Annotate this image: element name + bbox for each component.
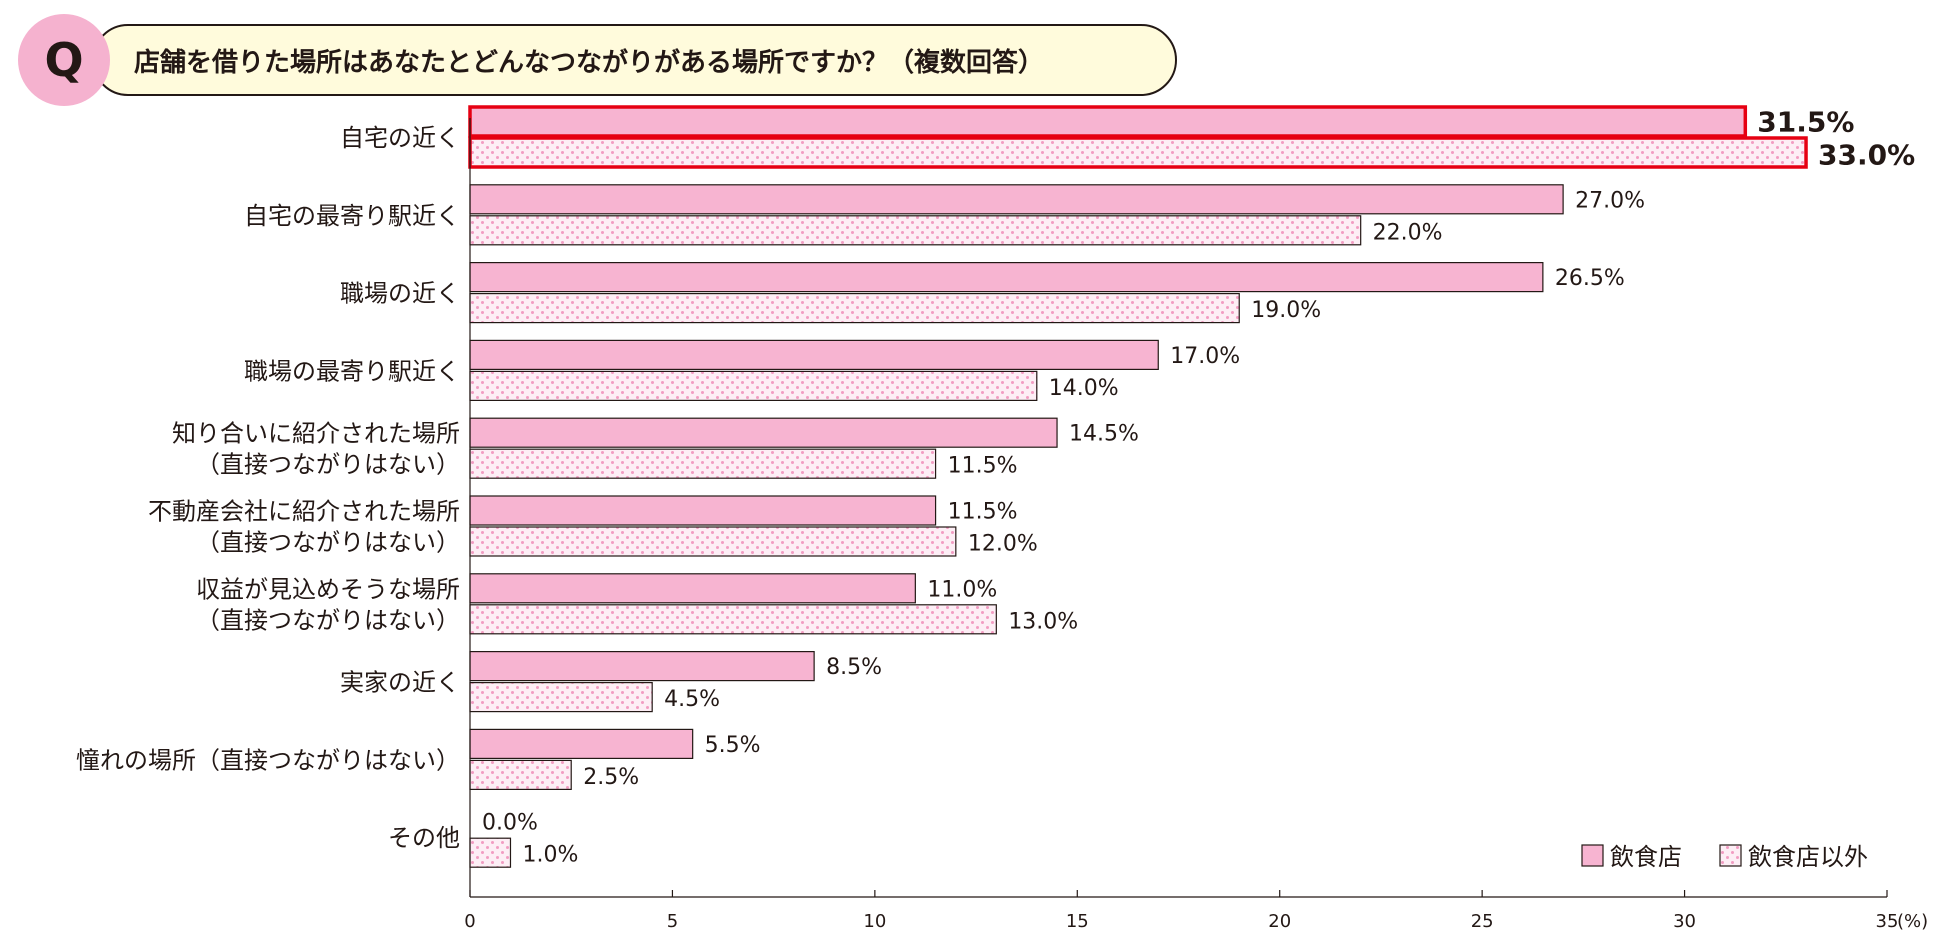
bar-inshoku-igai	[469, 604, 997, 635]
bar-inshoku	[468, 105, 1748, 138]
legend-swatch-inshoku	[1581, 844, 1604, 867]
x-unit-label: (%)	[1897, 911, 1928, 932]
value-label: 11.5%	[948, 454, 1018, 479]
legend-swatch-inshoku-igai	[1719, 844, 1742, 867]
value-label: 31.5%	[1757, 106, 1854, 139]
bar-inshoku-igai	[469, 215, 1362, 246]
value-label: 14.5%	[1069, 422, 1139, 447]
axis-layer: 0 5 10 15 20 25 30 35(%)	[464, 118, 1928, 932]
bar-inshoku	[469, 650, 815, 682]
value-label: 14.0%	[1049, 376, 1119, 401]
value-label: 26.5%	[1555, 266, 1625, 291]
category-label: 自宅の最寄り駅近く	[244, 202, 460, 230]
legend-label: 飲食店	[1610, 843, 1682, 871]
category-label: 知り合いに紹介された場所	[172, 420, 460, 448]
value-label: 11.5%	[948, 500, 1018, 525]
value-label: 4.5%	[664, 687, 720, 712]
category-label: （直接つながりはない）	[196, 606, 460, 634]
category-label: 自宅の近く	[340, 124, 460, 152]
x-tick-label: 10	[863, 911, 886, 932]
category-label: 収益が見込めそうな場所	[196, 575, 460, 603]
bar-inshoku	[469, 495, 937, 526]
x-tick-label: 15	[1066, 911, 1089, 932]
value-label: 8.5%	[826, 655, 882, 680]
bar-inshoku	[469, 573, 916, 604]
category-label: その他	[388, 824, 460, 852]
x-tick-label: 25	[1471, 911, 1494, 932]
category-label: 職場の最寄り駅近く	[244, 357, 460, 385]
bar-inshoku-igai	[469, 681, 653, 713]
question-badge: Q	[18, 14, 110, 106]
value-label: 17.0%	[1170, 344, 1240, 369]
category-label: 実家の近く	[340, 669, 460, 697]
value-label: 27.0%	[1575, 188, 1645, 213]
category-label: 憧れの場所（直接つながりはない）	[76, 746, 460, 774]
bar-inshoku	[469, 417, 1058, 448]
legend: 飲食店 飲食店以外	[1581, 843, 1868, 871]
category-label: 職場の近く	[340, 280, 460, 308]
value-label: 11.0%	[927, 577, 997, 602]
category-label: （直接つながりはない）	[196, 451, 460, 479]
value-label: 12.0%	[968, 532, 1038, 557]
x-tick-label: 5	[667, 911, 678, 932]
bars-layer: 自宅の近く 31.5%33.0% 自宅の最寄り駅近く 27.0% 22.0% 職場の近く 2…	[76, 105, 1915, 868]
x-tick-label: 35	[1876, 911, 1899, 932]
bar-inshoku-igai	[469, 293, 1240, 324]
bar-inshoku-igai	[469, 837, 512, 868]
bar-inshoku	[469, 728, 694, 760]
value-label: 22.0%	[1373, 220, 1443, 245]
value-label: 2.5%	[583, 765, 639, 790]
question-text: 店舗を借りた場所はあなたとどんなつながりがある場所ですか？（複数回答）	[92, 24, 1177, 96]
value-label: 33.0%	[1818, 139, 1915, 172]
bar-inshoku-igai	[469, 448, 937, 479]
category-label: 不動産会社に紹介された場所	[148, 498, 460, 526]
bar-inshoku	[469, 339, 1159, 370]
category-label: （直接つながりはない）	[196, 529, 460, 557]
x-tick-label: 20	[1268, 911, 1291, 932]
bar-inshoku-igai	[468, 136, 1808, 169]
bar-inshoku-igai	[469, 370, 1038, 401]
value-label: 1.0%	[522, 843, 578, 868]
value-label: 19.0%	[1251, 298, 1321, 323]
x-tick-label: 0	[464, 911, 475, 932]
bar-inshoku-igai	[469, 759, 572, 791]
value-label: 5.5%	[705, 733, 761, 758]
bar-inshoku	[469, 184, 1564, 215]
value-label: 13.0%	[1008, 609, 1078, 634]
bar-inshoku	[469, 262, 1544, 293]
value-label: 0.0%	[482, 811, 538, 836]
legend-label: 飲食店以外	[1748, 843, 1868, 871]
bar-inshoku-igai	[469, 526, 957, 557]
x-tick-label: 30	[1673, 911, 1696, 932]
